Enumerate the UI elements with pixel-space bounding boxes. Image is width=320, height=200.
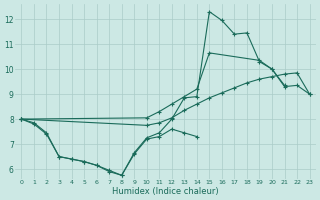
X-axis label: Humidex (Indice chaleur): Humidex (Indice chaleur)	[112, 187, 219, 196]
